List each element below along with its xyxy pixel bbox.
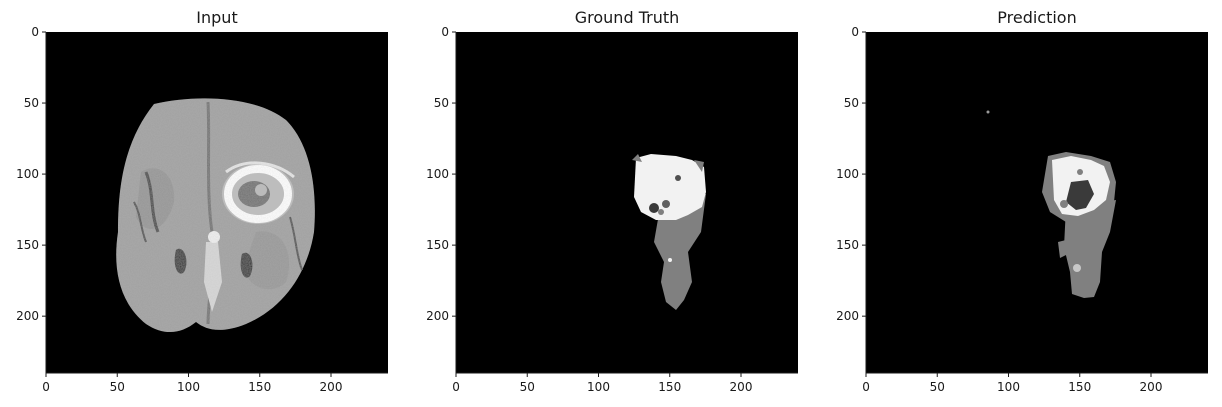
x-tick-label: 0 [452, 380, 460, 394]
y-tick-label: 150 [836, 238, 859, 252]
x-tick-label: 100 [177, 380, 200, 394]
panel-input: Input 0 50 10 [16, 8, 388, 394]
y-tick-label: 50 [24, 96, 39, 110]
y-axis: 0 50 100 150 200 [426, 25, 457, 373]
y-tick-label: 50 [434, 96, 449, 110]
y-tick-label: 100 [836, 167, 859, 181]
x-tick-label: 50 [520, 380, 535, 394]
x-tick-label: 0 [862, 380, 870, 394]
mri-brain-image [116, 98, 315, 333]
y-tick-label: 200 [426, 309, 449, 323]
x-tick-label: 100 [997, 380, 1020, 394]
x-tick-label: 150 [248, 380, 271, 394]
y-tick-label: 100 [426, 167, 449, 181]
x-tick-label: 150 [658, 380, 681, 394]
y-tick-label: 150 [426, 238, 449, 252]
segmentation-mask [986, 110, 1116, 298]
y-tick-label: 0 [441, 25, 449, 39]
x-tick-label: 100 [587, 380, 610, 394]
y-tick-label: 100 [16, 167, 39, 181]
x-axis: 0 50 100 150 200 [862, 372, 1208, 394]
x-tick-label: 200 [320, 380, 343, 394]
x-tick-label: 50 [110, 380, 125, 394]
x-tick-label: 50 [930, 380, 945, 394]
x-tick-label: 200 [1140, 380, 1163, 394]
panel-title: Ground Truth [575, 8, 680, 27]
panel-ground-truth: Ground Truth 0 50 100 150 200 0 50 100 150 200 [426, 8, 798, 394]
y-tick-label: 200 [836, 309, 859, 323]
y-tick-label: 0 [31, 25, 39, 39]
panel-title: Prediction [997, 8, 1076, 27]
x-tick-label: 200 [730, 380, 753, 394]
panel-prediction: Prediction 0 50 100 150 200 0 50 100 150 200 [836, 8, 1208, 394]
panel-title: Input [196, 8, 237, 27]
segmentation-mask [632, 154, 706, 310]
y-tick-label: 150 [16, 238, 39, 252]
y-axis: 0 50 100 150 200 [836, 25, 867, 373]
image-frame [866, 32, 1208, 373]
y-tick-label: 0 [851, 25, 859, 39]
image-frame [456, 32, 798, 373]
x-axis: 0 50 100 150 200 [452, 372, 798, 394]
y-axis: 0 50 100 150 200 [16, 25, 47, 373]
y-tick-label: 50 [844, 96, 859, 110]
y-tick-label: 200 [16, 309, 39, 323]
x-tick-label: 0 [42, 380, 50, 394]
x-axis: 0 50 100 150 200 [42, 372, 388, 394]
x-tick-label: 150 [1068, 380, 1091, 394]
